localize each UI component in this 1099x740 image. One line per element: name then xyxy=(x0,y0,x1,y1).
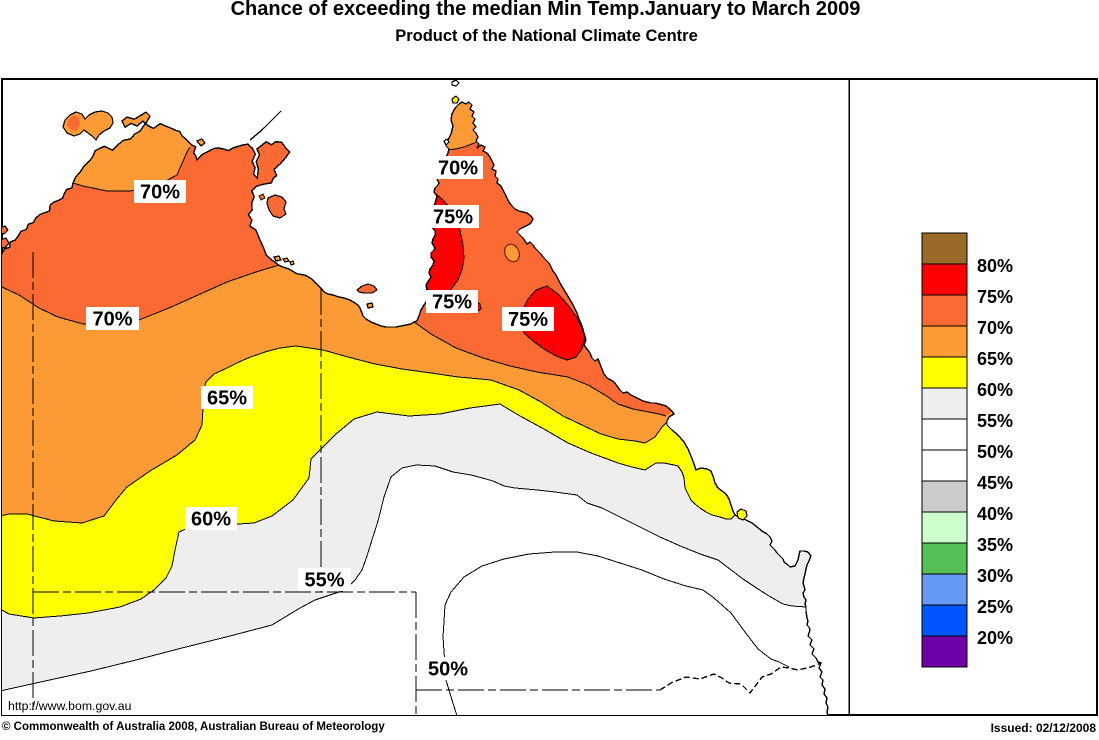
svg-text:60%: 60% xyxy=(191,509,231,531)
svg-text:75%: 75% xyxy=(432,292,472,314)
svg-text:45%: 45% xyxy=(977,473,1013,493)
svg-text:65%: 65% xyxy=(977,349,1013,369)
svg-text:http://www.bom.gov.au: http://www.bom.gov.au xyxy=(8,699,132,713)
svg-text:55%: 55% xyxy=(977,411,1013,431)
svg-text:75%: 75% xyxy=(977,287,1013,307)
svg-text:50%: 50% xyxy=(428,659,468,681)
svg-text:55%: 55% xyxy=(304,570,344,592)
svg-text:80%: 80% xyxy=(977,256,1013,276)
svg-text:50%: 50% xyxy=(977,442,1013,462)
svg-text:25%: 25% xyxy=(977,597,1013,617)
svg-text:65%: 65% xyxy=(207,388,247,410)
svg-text:70%: 70% xyxy=(140,182,180,204)
svg-text:70%: 70% xyxy=(438,158,478,180)
svg-text:30%: 30% xyxy=(977,566,1013,586)
svg-text:40%: 40% xyxy=(977,504,1013,524)
svg-text:70%: 70% xyxy=(977,318,1013,338)
svg-text:70%: 70% xyxy=(92,309,132,331)
svg-text:75%: 75% xyxy=(433,207,473,229)
svg-text:75%: 75% xyxy=(508,309,548,331)
svg-text:35%: 35% xyxy=(977,535,1013,555)
svg-text:60%: 60% xyxy=(977,380,1013,400)
svg-text:20%: 20% xyxy=(977,628,1013,648)
